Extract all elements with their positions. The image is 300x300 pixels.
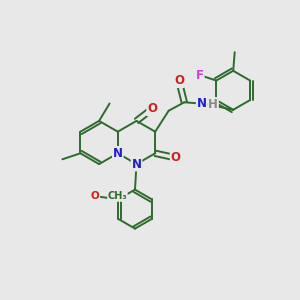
Text: N: N (131, 158, 142, 171)
Text: O: O (91, 191, 99, 201)
Text: O: O (147, 102, 157, 116)
Text: O: O (174, 74, 184, 87)
Text: O: O (171, 151, 181, 164)
Text: N: N (113, 147, 123, 160)
Text: N: N (197, 97, 207, 110)
Text: F: F (196, 69, 204, 82)
Text: CH₃: CH₃ (108, 191, 127, 201)
Text: H: H (208, 98, 218, 111)
